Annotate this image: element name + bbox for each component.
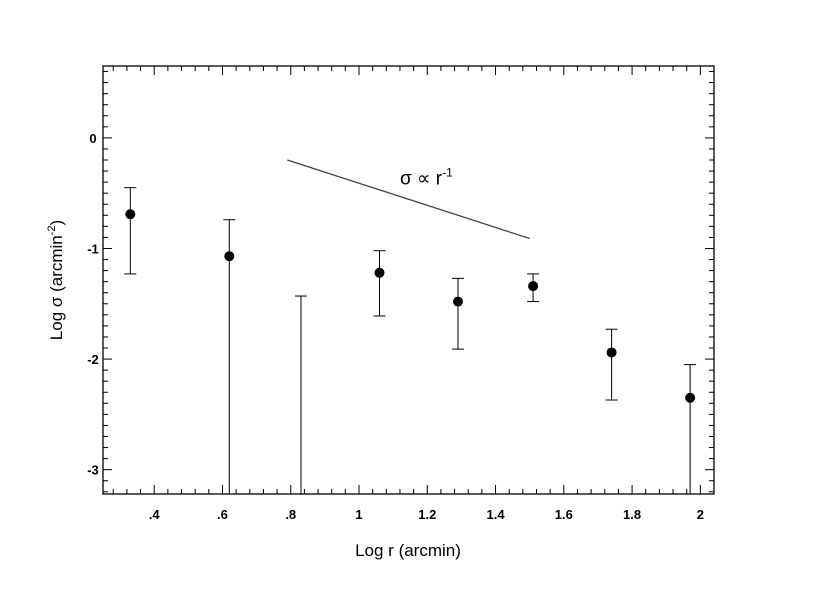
data-point: [125, 209, 136, 220]
x-axis-label: Log r (arcmin): [355, 541, 461, 560]
x-tick-label: .4: [149, 507, 161, 522]
x-tick-label: .6: [217, 507, 228, 522]
data-point: [374, 267, 385, 278]
x-tick-label: .8: [285, 507, 296, 522]
y-tick-labels: 0 -1 -2 -3: [87, 131, 99, 478]
data-point: [452, 296, 463, 307]
x-tick-labels: .4 .6 .8 1 1.2 1.4 1.6 1.8 2: [149, 507, 704, 522]
x-tick-label: 2: [697, 507, 704, 522]
data-point: [224, 251, 235, 262]
y-tick-label: -3: [87, 463, 99, 478]
error-bars: [124, 187, 697, 494]
plot-frame: [102, 65, 715, 495]
x-tick-label: 1.2: [418, 507, 436, 522]
y-tick-label: -1: [87, 241, 99, 256]
y-axis-label: Log σ (arcmin-2): [46, 220, 66, 340]
y-tick-label: 0: [89, 131, 96, 146]
x-tick-label: 1.4: [487, 507, 506, 522]
data-point: [606, 347, 617, 358]
x-tick-label: 1.6: [555, 507, 573, 522]
data-points: [125, 209, 696, 403]
y-tick-label: -2: [87, 352, 99, 367]
data-point: [528, 281, 539, 292]
x-tick-label: 1: [355, 507, 362, 522]
x-tick-label: 1.8: [623, 507, 641, 522]
data-point: [685, 392, 696, 403]
tick-marks: [103, 66, 715, 494]
reference-line: [287, 159, 530, 240]
annotation-label: σ ∝ r-1: [400, 165, 453, 189]
